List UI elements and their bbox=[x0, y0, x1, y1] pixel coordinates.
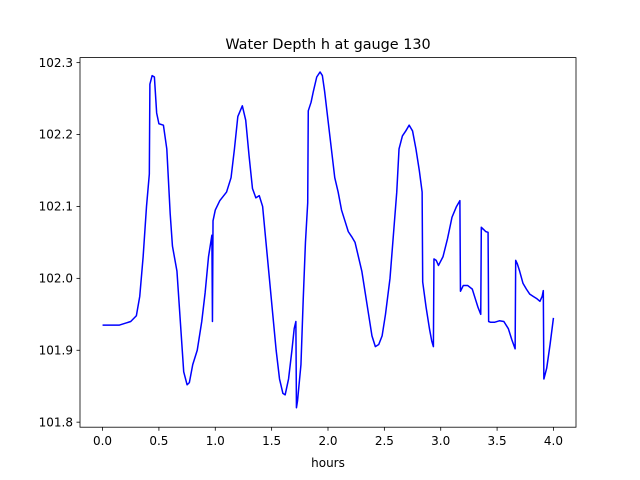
x-tick-label: 3.5 bbox=[488, 434, 507, 448]
plot-area bbox=[80, 57, 576, 428]
y-tick-label: 102.3 bbox=[39, 56, 73, 70]
x-tick-label: 0.5 bbox=[149, 434, 168, 448]
x-axis: 0.0 0.5 1.0 1.5 2.0 2.5 3.0 3.5 4.0 bbox=[93, 427, 563, 448]
y-tick-label: 102.2 bbox=[39, 128, 73, 142]
x-tick-label: 1.0 bbox=[206, 434, 225, 448]
y-tick-label: 101.9 bbox=[39, 343, 73, 357]
x-axis-label: hours bbox=[311, 456, 345, 470]
y-tick-label: 101.8 bbox=[39, 415, 73, 429]
x-tick-label: 1.5 bbox=[262, 434, 281, 448]
chart-title: Water Depth h at gauge 130 bbox=[225, 37, 430, 53]
x-tick-label: 2.0 bbox=[318, 434, 337, 448]
y-axis: 101.8 101.9 102.0 102.1 102.2 102.3 bbox=[39, 56, 80, 429]
x-tick-label: 0.0 bbox=[93, 434, 112, 448]
x-tick-label: 3.0 bbox=[431, 434, 450, 448]
y-tick-label: 102.0 bbox=[39, 272, 73, 286]
x-tick-label: 4.0 bbox=[544, 434, 563, 448]
series-layer bbox=[102, 71, 555, 409]
series-line-0 bbox=[102, 71, 555, 409]
x-tick-label: 2.5 bbox=[375, 434, 394, 448]
y-tick-label: 102.1 bbox=[39, 200, 73, 214]
